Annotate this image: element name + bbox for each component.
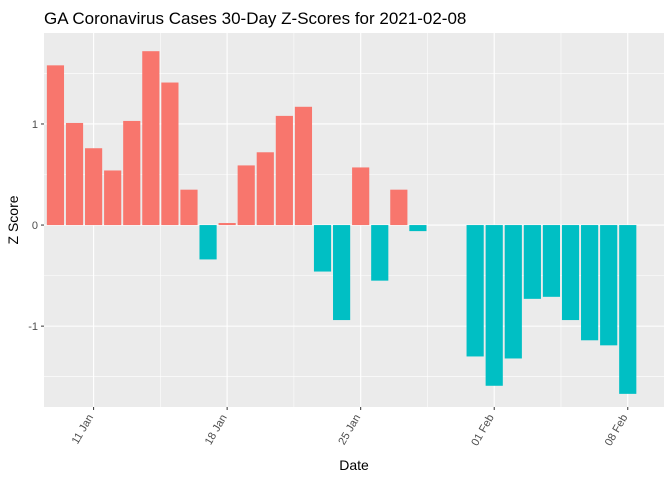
bar-2021-01-22 — [294, 106, 313, 226]
bar-2021-02-08 — [619, 225, 637, 394]
bar-2021-01-19 — [237, 165, 255, 226]
bar-2021-01-13 — [123, 120, 141, 226]
x-tick-label: 18 Jan — [203, 413, 230, 448]
x-tick-label: 01 Feb — [469, 413, 497, 449]
y-ticks: -1 0 1 — [28, 119, 44, 333]
bar-2021-02-04 — [542, 225, 561, 297]
bar-2021-01-21 — [275, 115, 293, 226]
bar-2021-01-20 — [256, 152, 274, 226]
bar-2021-02-07 — [600, 225, 618, 346]
bar-2021-02-05 — [561, 225, 580, 321]
x-ticks: 11 Jan 18 Jan 25 Jan 01 Feb 08 Feb — [70, 407, 631, 449]
bar-2021-01-31 — [466, 225, 484, 357]
bars — [46, 51, 637, 394]
bar-2021-02-01 — [485, 225, 503, 386]
bar-2021-02-02 — [504, 225, 522, 359]
y-tick-label: 1 — [32, 119, 38, 131]
bar-2021-01-18 — [218, 223, 236, 226]
y-tick-label: 0 — [32, 220, 38, 232]
bar-2021-01-15 — [161, 82, 179, 226]
bar-2021-01-28 — [409, 225, 427, 232]
chart-title: GA Coronavirus Cases 30-Day Z-Scores for… — [44, 9, 466, 28]
bar-2021-01-12 — [104, 170, 122, 226]
bar-2021-02-03 — [523, 225, 541, 299]
bar-2021-01-09 — [46, 65, 65, 226]
bar-2021-01-27 — [390, 189, 408, 226]
bar-2021-01-17 — [199, 225, 217, 260]
bar-2021-01-24 — [333, 225, 351, 321]
bar-2021-01-11 — [85, 148, 103, 226]
y-tick-label: -1 — [28, 321, 38, 333]
x-tick-label: 25 Jan — [336, 413, 363, 448]
bar-2021-01-26 — [371, 225, 389, 281]
bar-2021-01-14 — [142, 51, 160, 226]
bar-2021-02-06 — [581, 225, 599, 341]
bar-2021-01-23 — [313, 225, 332, 272]
bar-2021-01-10 — [65, 122, 84, 226]
x-tick-label: 08 Feb — [603, 413, 631, 449]
bar-2021-01-25 — [352, 167, 370, 226]
y-axis-title: Z Score — [5, 195, 21, 244]
bar-2021-01-16 — [180, 189, 198, 226]
x-tick-label: 11 Jan — [70, 413, 97, 447]
x-axis-title: Date — [339, 457, 369, 473]
